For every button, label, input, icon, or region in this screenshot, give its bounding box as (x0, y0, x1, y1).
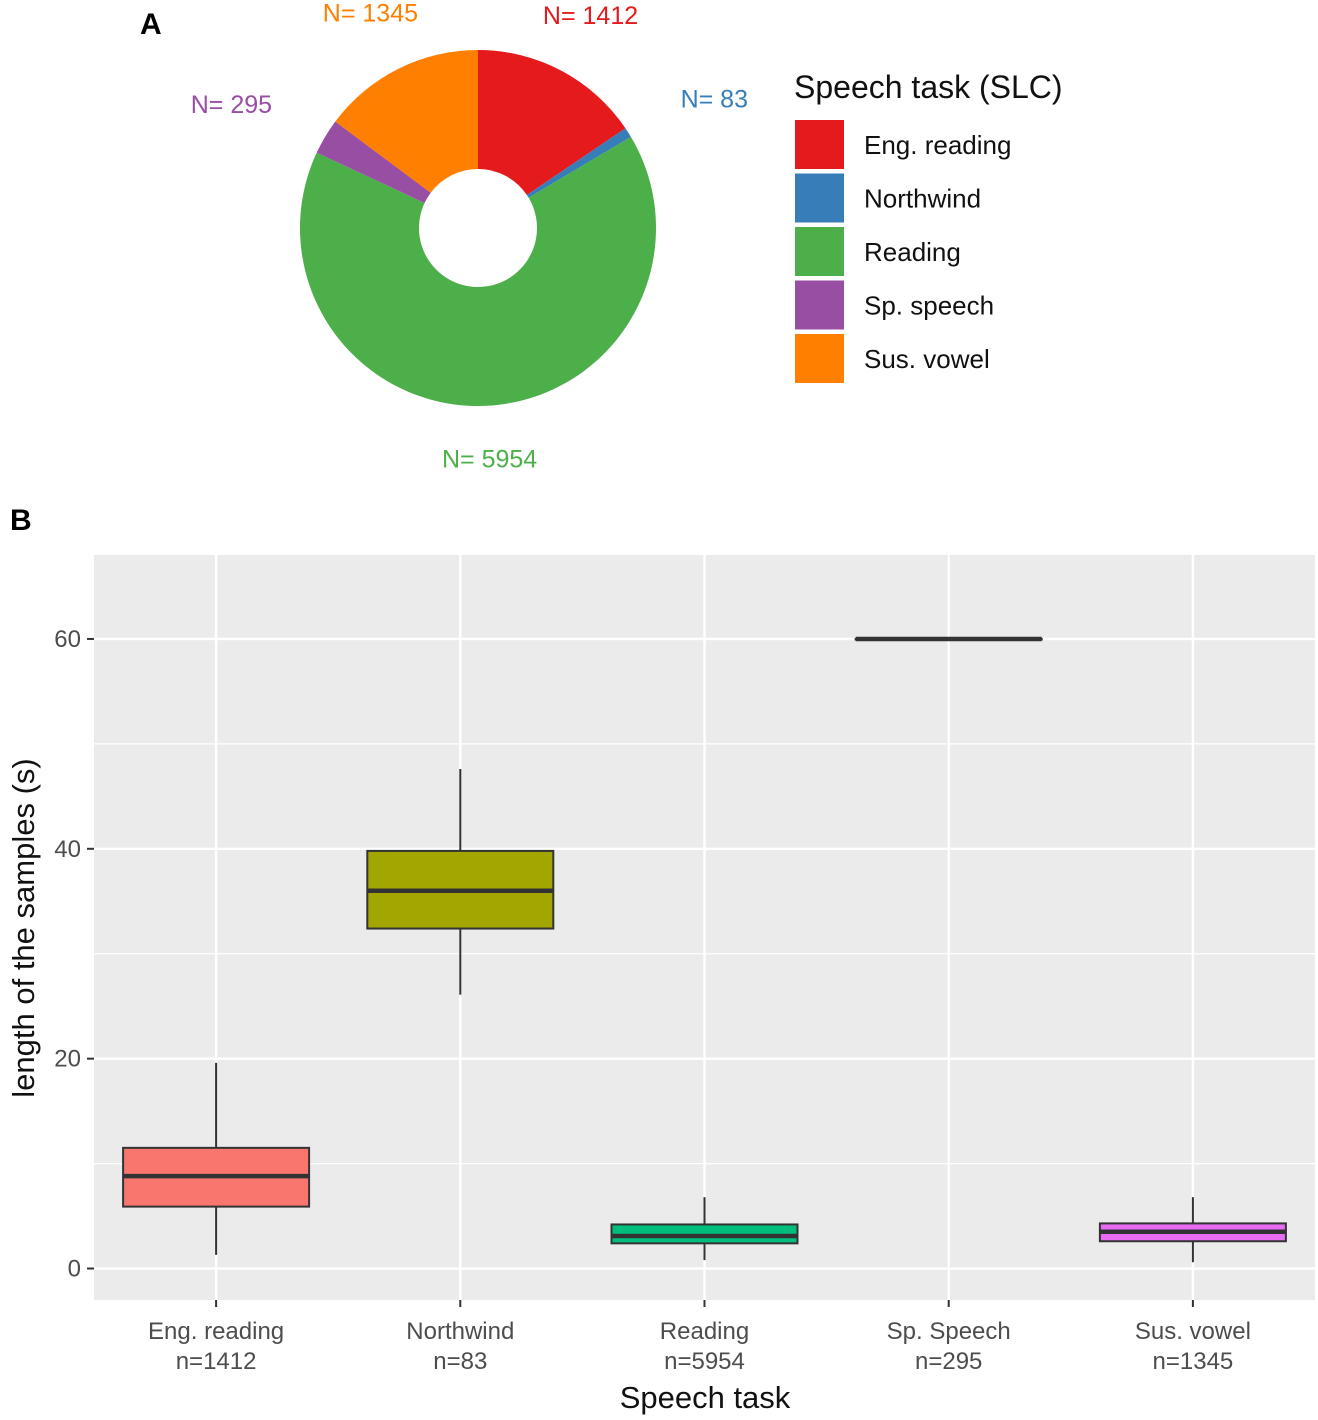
x-tick-count-eng-reading: n=1412 (176, 1348, 257, 1375)
y-tick-label: 0 (68, 1256, 81, 1283)
slice-label-reading: N= 5954 (442, 446, 537, 474)
x-tick-label-sp-speech: Sp. Speech (887, 1318, 1011, 1345)
slice-label-sus-vowel: N= 1345 (323, 0, 418, 27)
x-tick-label-northwind: Northwind (406, 1318, 514, 1345)
donut-slice-eng-reading (478, 50, 626, 195)
box-eng-reading (122, 1062, 311, 1255)
legend-items: Eng. reading Northwind Reading Sp. speech Su… (795, 120, 1011, 383)
x-tick-count-sp-speech: n=295 (915, 1348, 982, 1375)
donut-slice-reading (300, 136, 656, 406)
legend-key-sp-speech (795, 280, 844, 330)
slice-label-sp-speech: N= 295 (191, 91, 272, 119)
legend: Speech task (SLC) Eng. reading Northwind R… (794, 69, 1063, 383)
y-tick-label: 60 (54, 626, 81, 653)
legend-label-northwind: Northwind (864, 184, 981, 214)
legend-label-eng-reading: Eng. reading (864, 130, 1011, 160)
legend-key-reading (795, 227, 844, 276)
box-plot: 0 20 40 60 Eng. reading n=1412 Northwind n=83 R… (6, 555, 1315, 1415)
boxes (122, 636, 1287, 1263)
x-axis-ticks: Eng. reading n=1412 Northwind n=83 Reading n=… (148, 1300, 1251, 1375)
x-tick-label-sus-vowel: Sus. vowel (1135, 1318, 1251, 1345)
x-tick-count-reading: n=5954 (664, 1348, 745, 1375)
y-axis-ticks: 0 20 40 60 (54, 626, 94, 1283)
box-northwind (366, 769, 555, 995)
donut-slice-labels: N= 1412 N= 83 N= 5954 N= 295 N= 1345 (191, 0, 748, 474)
slice-label-northwind: N= 83 (681, 85, 748, 113)
x-tick-label-eng-reading: Eng. reading (148, 1318, 284, 1345)
slice-label-eng-reading: N= 1412 (543, 2, 638, 30)
panel-b-letter: B (10, 504, 32, 537)
donut-slice-sus-vowel (335, 50, 478, 193)
y-axis-title: length of the samples (s) (6, 758, 41, 1097)
legend-label-sus-vowel: Sus. vowel (864, 344, 990, 374)
box-sp-speech (854, 636, 1043, 642)
y-tick-label: 20 (54, 1046, 81, 1073)
x-axis-title: Speech task (620, 1380, 791, 1415)
panel-a-letter: A (140, 8, 162, 41)
x-tick-label-reading: Reading (660, 1318, 749, 1345)
box-reading (610, 1197, 799, 1261)
legend-key-eng-reading (795, 120, 844, 169)
donut-slice-northwind (526, 128, 631, 198)
legend-label-sp-speech: Sp. speech (864, 291, 994, 321)
box-sus-vowel (1098, 1197, 1287, 1263)
x-tick-count-northwind: n=83 (433, 1348, 487, 1375)
legend-title: Speech task (SLC) (794, 69, 1063, 105)
donut-chart (300, 50, 656, 406)
legend-label-reading: Reading (864, 237, 961, 267)
x-tick-count-sus-vowel: n=1345 (1153, 1348, 1234, 1375)
legend-key-sus-vowel (795, 334, 844, 383)
donut-slice-sp-speech (316, 121, 431, 204)
legend-key-northwind (795, 173, 844, 223)
y-tick-label: 40 (54, 836, 81, 863)
